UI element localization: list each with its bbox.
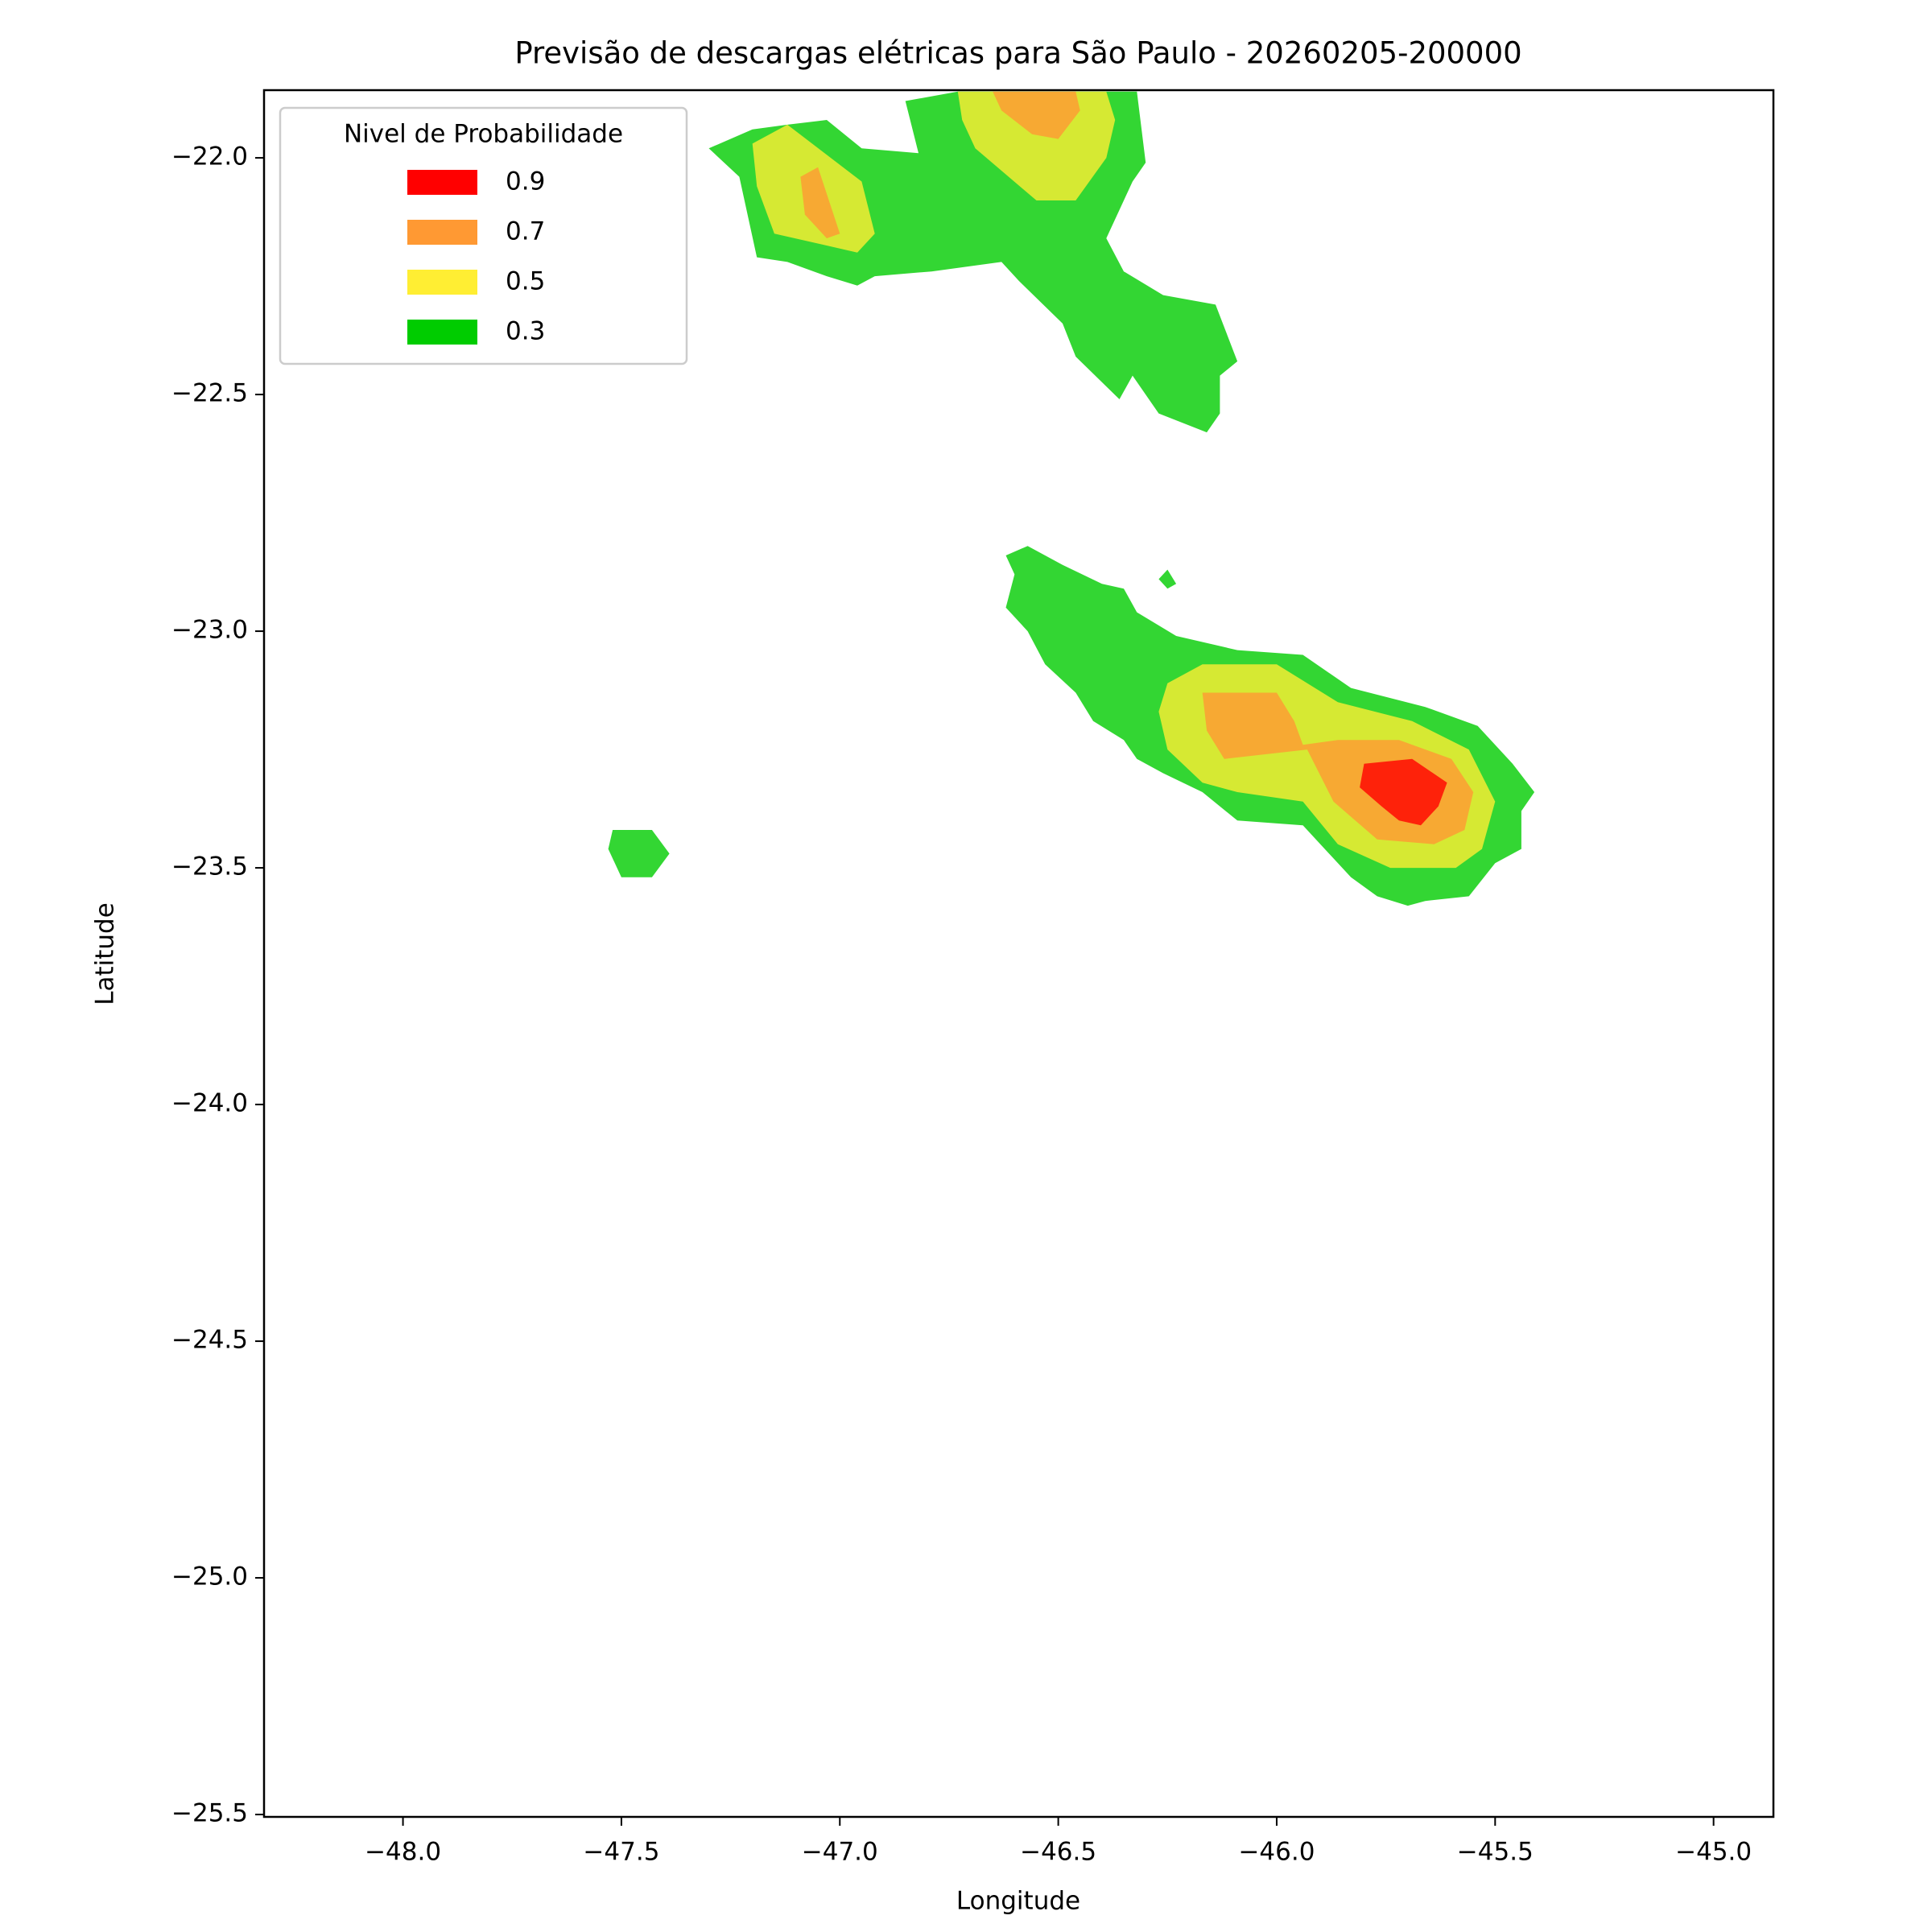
x-tick-label: −48.0: [365, 1838, 441, 1867]
axes-frame: [262, 89, 1775, 1818]
legend-box: [279, 106, 688, 365]
y-tick-label: −23.5: [171, 852, 248, 881]
x-tick-label: −45.0: [1675, 1838, 1752, 1867]
y-axis-label: Latitude: [91, 902, 120, 1005]
legend-label: 0.5: [506, 267, 545, 296]
chart-title: Previsão de descargas elétricas para São…: [514, 36, 1521, 71]
x-axis-label: Longitude: [956, 1887, 1080, 1916]
x-tick-label: −46.5: [1020, 1838, 1096, 1867]
contour-region: [957, 91, 1116, 200]
y-tick-label: −24.5: [171, 1326, 248, 1355]
x-tick-label: −45.5: [1457, 1838, 1534, 1867]
contour-region: [993, 91, 1080, 139]
y-tick-label: −24.0: [171, 1089, 248, 1118]
x-tick-label: −46.0: [1238, 1838, 1315, 1867]
legend-label: 0.3: [506, 317, 545, 346]
contour-region: [800, 167, 840, 238]
legend-title: Nivel de Probabilidade: [344, 120, 623, 149]
x-tick-label: −47.0: [802, 1838, 878, 1867]
contour-region: [608, 830, 670, 877]
legend-label: 0.7: [506, 217, 545, 246]
y-tick-label: −23.0: [171, 616, 248, 645]
legend-swatch: [407, 270, 477, 295]
ticks: −48.0 −47.5 −47.0 −46.5 −46.0 −45.5 −45.0 −22.0…: [171, 142, 1752, 1867]
y-tick-label: −22.0: [171, 142, 248, 171]
legend-swatch: [407, 320, 477, 345]
y-tick-label: −25.0: [171, 1563, 248, 1591]
legend-swatch: [407, 170, 477, 195]
legend-swatch: [407, 220, 477, 245]
legend-label: 0.9: [506, 167, 545, 196]
contour-region: [1360, 758, 1447, 826]
y-tick-label: −22.5: [171, 379, 248, 408]
legend: Nivel de Probabilidade 0.9 0.7 0.5 0.3: [279, 106, 688, 365]
y-tick-label: −25.5: [171, 1799, 248, 1828]
plot-area: [608, 91, 1535, 906]
x-tick-label: −47.5: [583, 1838, 659, 1867]
contour-region: [1158, 569, 1177, 589]
